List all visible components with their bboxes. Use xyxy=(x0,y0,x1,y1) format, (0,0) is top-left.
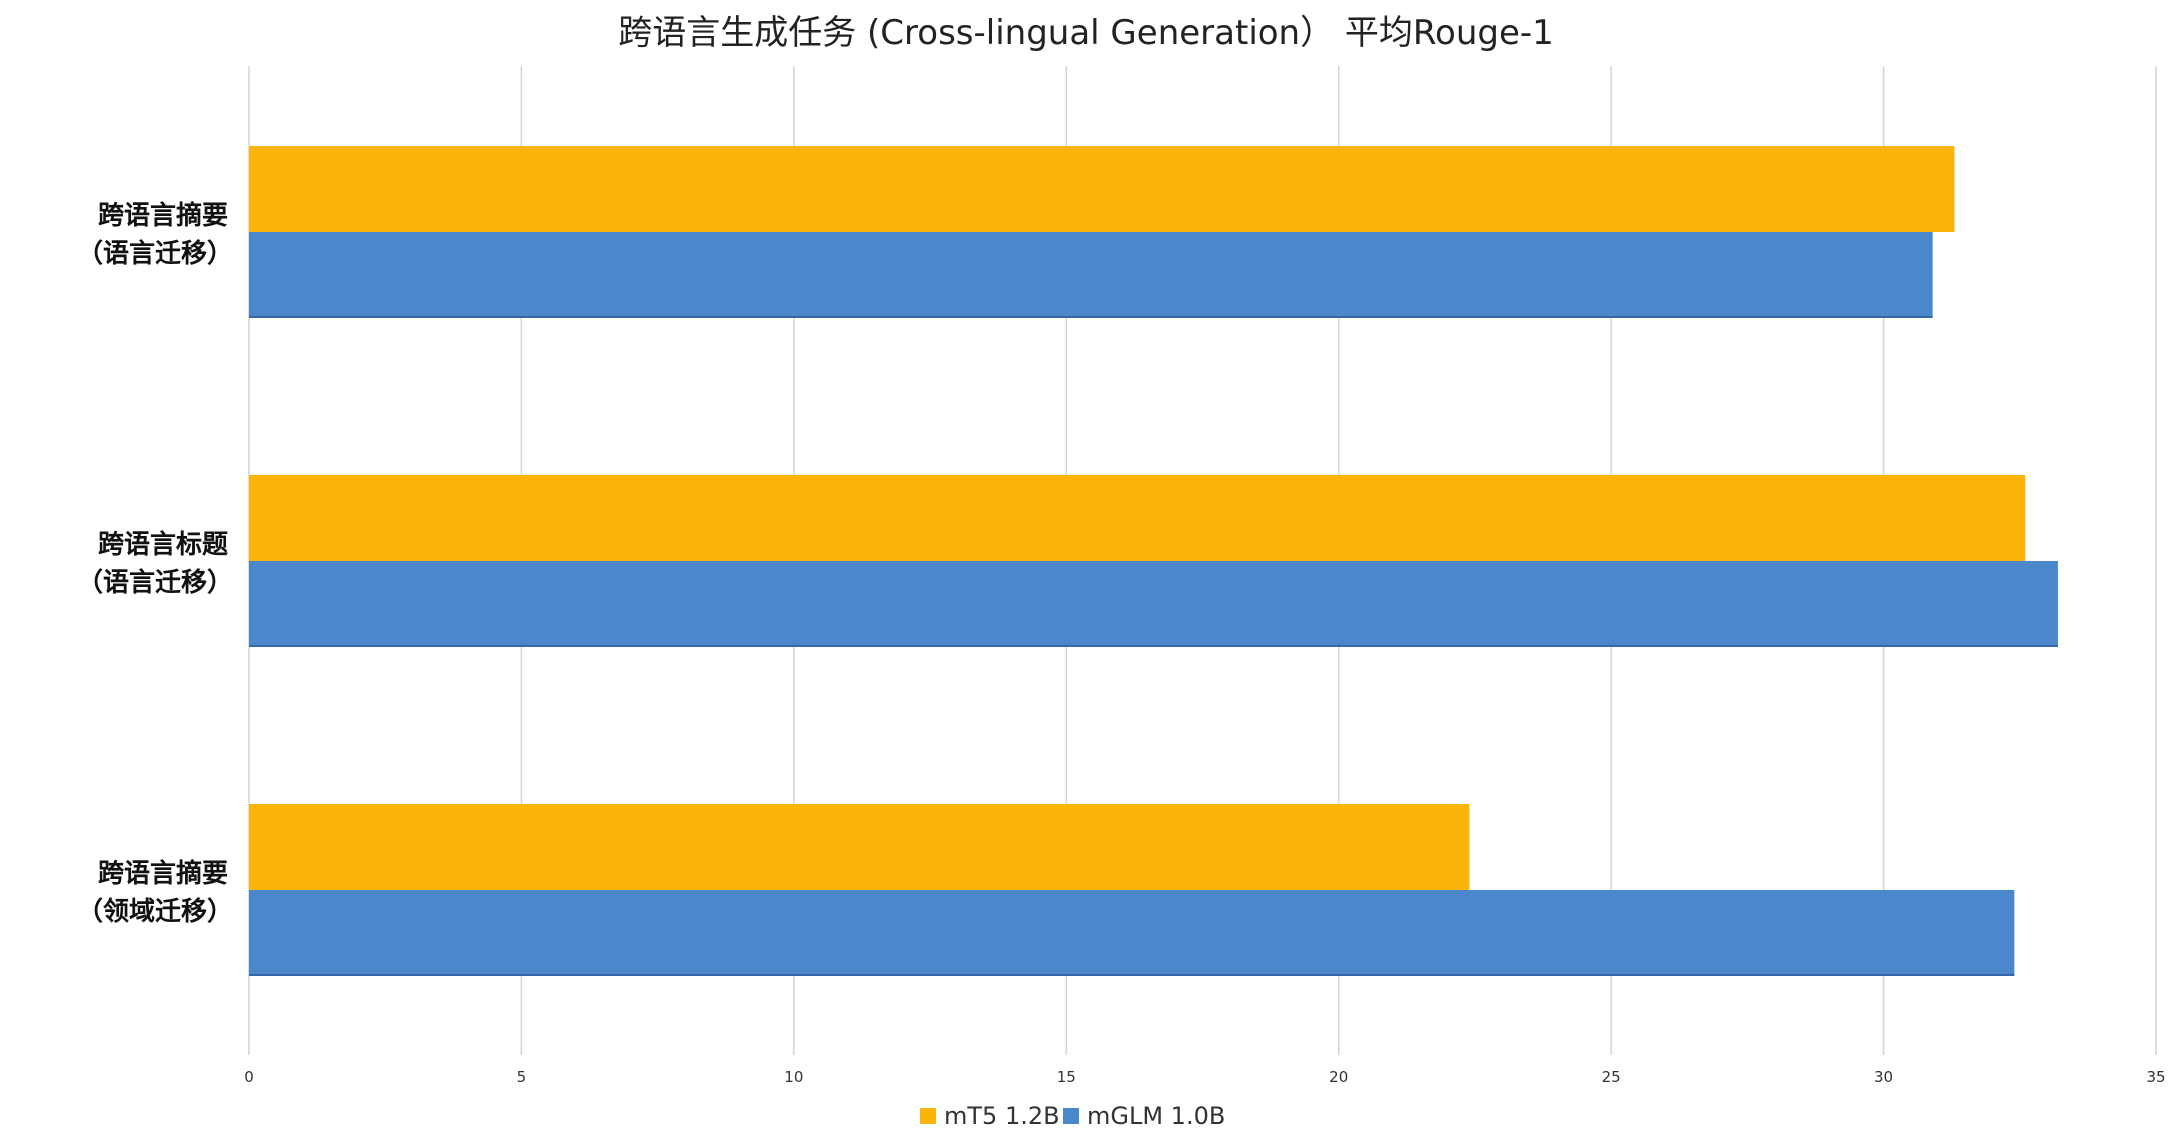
legend-label: mT5 1.2B xyxy=(944,1102,1060,1130)
legend-label: mGLM 1.0B xyxy=(1087,1102,1225,1130)
legend-swatch xyxy=(1063,1108,1079,1124)
legend: mT5 1.2B mGLM 1.0B xyxy=(920,1102,1225,1130)
bar-mglm-1-0b-1 xyxy=(249,561,2058,647)
legend-swatch xyxy=(920,1108,936,1124)
x-tick-label: 35 xyxy=(2146,1068,2165,1086)
x-tick-label: 0 xyxy=(244,1068,254,1086)
bar-mt5-1-2b-2 xyxy=(249,804,1470,890)
category-labels: 跨语言摘要 （语言迁移） 跨语言标题 （语言迁移） 跨语言摘要 （领域迁移） xyxy=(77,200,233,927)
chart-title: 跨语言生成任务 (Cross-lingual Generation） 平均Rou… xyxy=(618,13,1554,53)
category-label-line2: （领域迁移） xyxy=(77,896,233,927)
x-tick-label: 25 xyxy=(1602,1068,1621,1086)
bar-mt5-1-2b-0 xyxy=(249,146,1955,232)
category-label-line2: （语言迁移） xyxy=(77,239,233,269)
x-axis-ticks: 0 5 10 15 20 25 30 35 xyxy=(244,1068,2165,1086)
category-label-line1: 跨语言标题 xyxy=(98,530,228,560)
category-label-line1: 跨语言摘要 xyxy=(98,200,228,231)
bar-mt5-1-2b-1 xyxy=(249,475,2026,561)
x-tick-label: 20 xyxy=(1329,1068,1348,1086)
x-tick-label: 10 xyxy=(784,1068,803,1086)
x-tick-label: 5 xyxy=(517,1068,527,1086)
x-tick-label: 30 xyxy=(1874,1068,1893,1086)
bar-mglm-1-0b-2 xyxy=(249,890,2015,976)
x-tick-label: 15 xyxy=(1057,1068,1076,1086)
category-label-line1: 跨语言摘要 xyxy=(98,858,228,889)
category-label-line2: （语言迁移） xyxy=(77,568,233,598)
bars xyxy=(249,146,2058,976)
bar-mglm-1-0b-0 xyxy=(249,232,1933,318)
